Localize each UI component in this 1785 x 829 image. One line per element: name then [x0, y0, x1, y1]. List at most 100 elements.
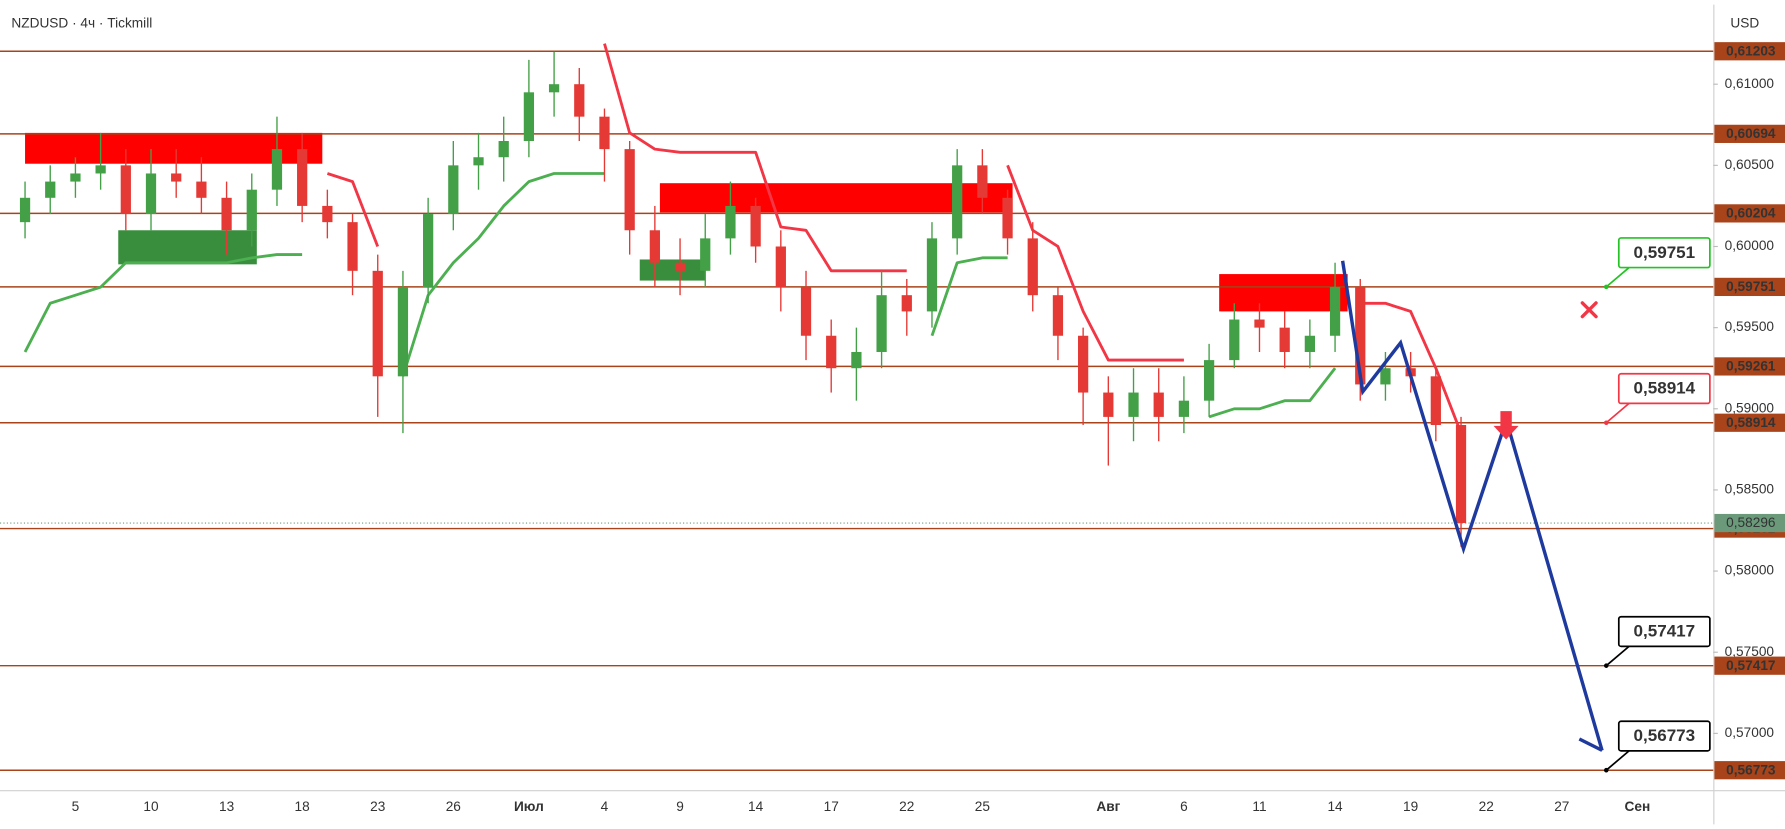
candle-body: [876, 295, 887, 352]
x-tick-label: Июл: [514, 799, 544, 814]
candle-body: [1153, 392, 1164, 417]
x-tick-label: 23: [370, 799, 385, 814]
candle-body: [548, 84, 560, 93]
candle-body: [70, 173, 81, 182]
candle-body: [1254, 319, 1265, 328]
candle-body: [1002, 197, 1013, 239]
level-badge-label: 0,56773: [1726, 762, 1776, 777]
background: [0, 4, 1785, 825]
supertrend-line: [326, 43, 1463, 434]
y-tick-label: 0,58000: [1725, 563, 1775, 578]
target-box: [1617, 372, 1711, 405]
candle-body: [171, 173, 182, 182]
candle-body: [826, 335, 837, 369]
level-badge: [1714, 761, 1785, 780]
x-tick-label: 11: [1252, 799, 1266, 814]
x-tick-label: 22: [1479, 799, 1494, 814]
target-label: 0,57417: [1633, 622, 1695, 641]
candle-body: [246, 189, 257, 231]
x-tick-label: 14: [748, 799, 764, 814]
candle-body: [1052, 295, 1064, 336]
candle-body: [145, 173, 157, 215]
candle-body: [901, 295, 912, 312]
candle-body: [649, 230, 660, 263]
chart-title: NZDUSD · 4ч · Tickmill: [11, 16, 152, 31]
y-tick-label: 0,57500: [1725, 644, 1775, 659]
candle-body: [221, 197, 232, 231]
level-badge-label: 0,59751: [1726, 279, 1776, 294]
x-tick-label: 4: [601, 799, 609, 814]
candle-body: [19, 197, 31, 223]
candle-body: [1329, 287, 1341, 336]
level-badge: [1714, 413, 1785, 432]
candle-body: [1455, 425, 1467, 524]
target-box: [1617, 720, 1711, 752]
x-tick-label: 14: [1327, 799, 1343, 814]
y-tick-label: 0,59500: [1725, 319, 1775, 334]
zone: [118, 230, 257, 265]
x-tick-label: Сен: [1625, 799, 1651, 814]
level-badge: [1714, 277, 1785, 297]
candle-body: [1380, 368, 1391, 385]
target-label: 0,56773: [1633, 726, 1695, 745]
last-price-label: 0,58296: [1726, 515, 1775, 530]
plot: 0,61000 0,60500 0,60000 0,59500 0,59000 0,585…: [0, 42, 1785, 814]
candle-body: [372, 270, 383, 377]
target-connector: [1605, 750, 1630, 771]
candle-body: [120, 165, 131, 215]
candle-body: [1304, 335, 1315, 352]
candle-body: [448, 165, 459, 215]
cross-stroke: [1580, 301, 1598, 319]
supertrend-line: [23, 172, 1337, 419]
x-tick-label: 9: [676, 799, 684, 814]
y-tick-label: 0,59000: [1725, 400, 1775, 415]
y-tick-label: 0,60000: [1725, 238, 1775, 253]
candle-body: [1128, 392, 1139, 417]
level-badge-label: 0,58914: [1726, 415, 1776, 430]
forecast-path: [1340, 260, 1604, 751]
target-label: 0,58914: [1633, 379, 1695, 398]
candle-body: [347, 222, 358, 271]
candle-body: [1430, 376, 1441, 426]
x-tick-label: 25: [975, 799, 991, 814]
x-tick-label: 5: [72, 799, 80, 814]
candle-body: [1078, 335, 1089, 393]
candle-body: [196, 181, 207, 198]
x-tick-label: 10: [143, 799, 159, 814]
candle-body: [574, 84, 585, 117]
sell-signal-cross: [1580, 301, 1598, 319]
level-badge: [1714, 204, 1785, 223]
x-tick-label: 27: [1554, 799, 1569, 814]
target-label: 0,59751: [1633, 243, 1695, 262]
candle-body: [599, 116, 610, 150]
last-price-badge: [1714, 513, 1785, 533]
candle-body: [952, 165, 963, 239]
x-tick-label: 6: [1180, 799, 1188, 814]
candle-body: [1279, 327, 1290, 352]
candle-body: [45, 181, 56, 198]
level-badge-label: 0,60694: [1726, 126, 1776, 141]
candle-body: [523, 92, 535, 142]
candle-body: [1229, 319, 1240, 361]
candle-body: [498, 141, 509, 158]
currency-label: USD: [1730, 16, 1759, 31]
target-connector: [1605, 645, 1630, 667]
level-badge: [1714, 656, 1785, 675]
level-badge-label: 0,60204: [1726, 206, 1776, 221]
y-tick-label: 0,61000: [1725, 76, 1775, 91]
level-badge-label: 0,57417: [1726, 658, 1775, 673]
candle-body: [725, 205, 736, 239]
x-tick-label: Авг: [1096, 799, 1120, 814]
target-box: [1617, 237, 1711, 269]
candle-body: [1027, 238, 1038, 296]
zone: [639, 259, 706, 281]
x-tick-label: 26: [446, 799, 461, 814]
candle-body: [423, 214, 434, 288]
candle-body: [397, 287, 409, 377]
level-badge: [1714, 124, 1785, 143]
candle-body: [1103, 392, 1114, 417]
candle-body: [750, 205, 761, 247]
